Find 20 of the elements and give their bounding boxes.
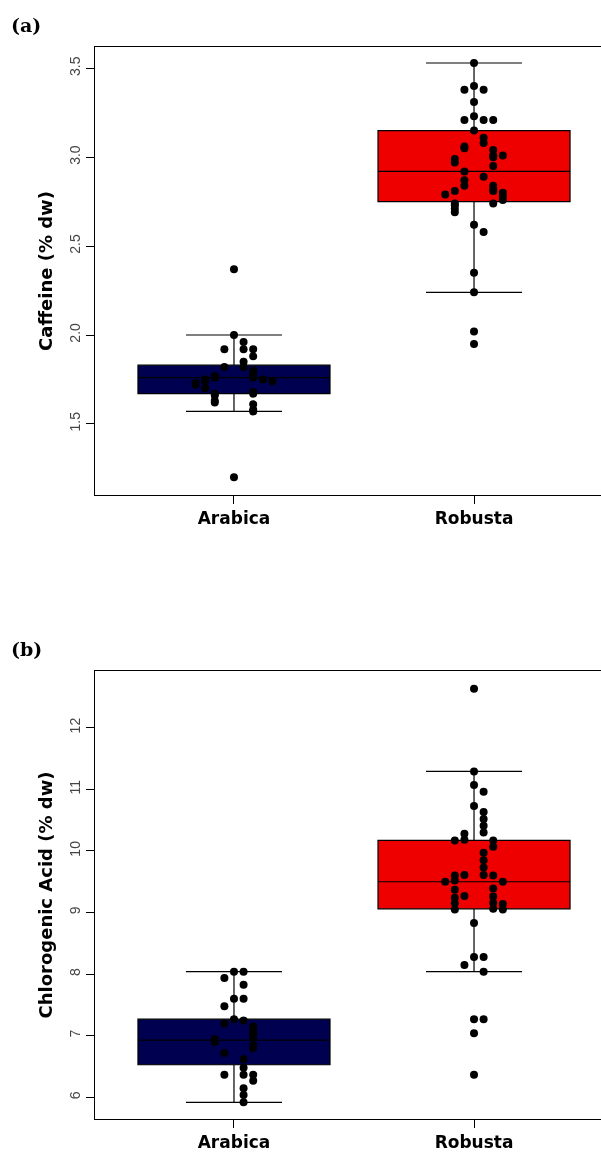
y-tick-label: 3.0 bbox=[67, 145, 84, 165]
x-tick-label: Robusta bbox=[434, 1132, 514, 1153]
y-tick-label: 2.0 bbox=[67, 322, 84, 343]
y-axis-title: Chlorogenic Acid (% dw) bbox=[34, 771, 56, 1019]
y-tick-label: 8 bbox=[67, 967, 84, 976]
y-tick-label: 1.5 bbox=[67, 411, 84, 432]
y-tick-label: 7 bbox=[67, 1029, 84, 1038]
y-axis-title: Caffeine (% dw) bbox=[34, 191, 56, 351]
y-tick-label: 6 bbox=[67, 1091, 84, 1100]
y-tick-label: 3.5 bbox=[67, 56, 84, 76]
x-tick-label: Robusta bbox=[434, 508, 514, 529]
y-tick-label: 12 bbox=[67, 717, 84, 734]
y-tick-label: 11 bbox=[67, 779, 84, 795]
x-tick-label: Arabica bbox=[197, 508, 271, 529]
y-tick-label: 10 bbox=[67, 840, 84, 857]
chart-title: (b) bbox=[11, 638, 43, 660]
x-tick-label: Arabica bbox=[197, 1132, 271, 1153]
chart-title: (a) bbox=[11, 14, 42, 36]
y-tick-label: 9 bbox=[67, 906, 84, 915]
y-tick-label: 2.5 bbox=[67, 234, 84, 254]
